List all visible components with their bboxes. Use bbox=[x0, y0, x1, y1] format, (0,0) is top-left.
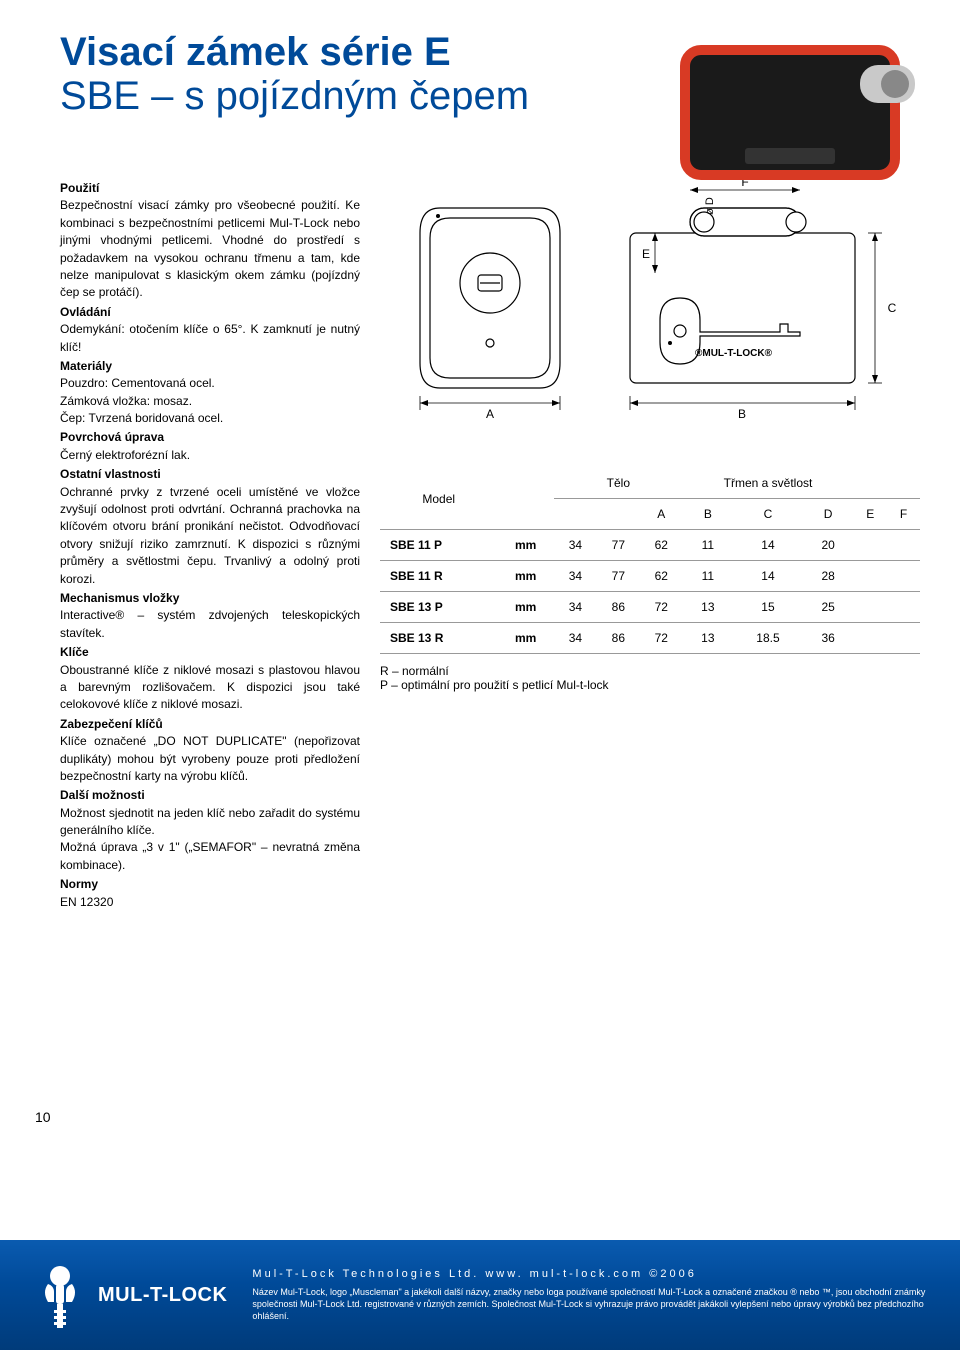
section-body: Možná úprava „3 v 1" („SEMAFOR" – nevrat… bbox=[60, 839, 360, 874]
spec-table: Model Tělo Třmen a světlost ABCDEF SBE 1… bbox=[380, 468, 920, 654]
footer-line1: Mul-T-Lock Technologies Ltd. www. mul-t-… bbox=[252, 1267, 930, 1282]
th-col: F bbox=[887, 499, 920, 530]
section-title: Normy bbox=[60, 876, 360, 893]
th-body: Tělo bbox=[554, 468, 683, 499]
th-col: B bbox=[683, 499, 733, 530]
cell-unit: mm bbox=[497, 592, 553, 623]
spec-text-column: PoužitíBezpečnostní visací zámky pro vše… bbox=[60, 178, 360, 911]
cell-value: 13 bbox=[683, 623, 733, 654]
section-title: Ostatní vlastnosti bbox=[60, 466, 360, 483]
cell-value: 34 bbox=[554, 530, 597, 561]
table-row: SBE 11 Pmm347762111420 bbox=[380, 530, 920, 561]
cell-model: SBE 13 P bbox=[380, 592, 497, 623]
legend-R: R – normální bbox=[380, 664, 920, 678]
section-body: Ochranné prvky z tvrzené oceli umístěné … bbox=[60, 484, 360, 588]
cell-value: 13 bbox=[683, 592, 733, 623]
cell-value: 25 bbox=[803, 592, 853, 623]
diagram-label-E: E bbox=[642, 247, 650, 261]
section-title: Použití bbox=[60, 180, 360, 197]
legend-P: P – optimální pro použití s petlicí Mul-… bbox=[380, 678, 920, 692]
section-body: Klíče označené „DO NOT DUPLICATE" (nepoř… bbox=[60, 733, 360, 785]
cell-value: 34 bbox=[554, 561, 597, 592]
cell-value: 62 bbox=[640, 530, 683, 561]
section-title: Zabezpečení klíčů bbox=[60, 716, 360, 733]
cell-unit: mm bbox=[497, 530, 553, 561]
cell-model: SBE 11 P bbox=[380, 530, 497, 561]
section-body: Čep: Tvrzená boridovaná ocel. bbox=[60, 410, 360, 427]
cell-value: 86 bbox=[597, 592, 640, 623]
footer-line2: Název Mul-T-Lock, logo „Muscleman" a jak… bbox=[252, 1286, 930, 1322]
diagram-brand: ®MUL-T-LOCK® bbox=[695, 348, 773, 359]
cell-value: 72 bbox=[640, 592, 683, 623]
section-title: Povrchová úprava bbox=[60, 429, 360, 446]
section-body: Odemykání: otočením klíče o 65°. K zamkn… bbox=[60, 321, 360, 356]
cell-value: 86 bbox=[597, 623, 640, 654]
product-photo bbox=[660, 20, 920, 190]
section-body: Pouzdro: Cementovaná ocel. bbox=[60, 375, 360, 392]
section-body: EN 12320 bbox=[60, 894, 360, 911]
cell-value: 36 bbox=[803, 623, 853, 654]
section-title: Další možnosti bbox=[60, 787, 360, 804]
section-body: Interactive® – systém zdvojených telesko… bbox=[60, 607, 360, 642]
footer-brand: MUL-T-LOCK bbox=[98, 1284, 227, 1307]
cell-value: 77 bbox=[597, 561, 640, 592]
cell-value: 18.5 bbox=[733, 623, 803, 654]
diagram-label-D: ø D bbox=[704, 197, 716, 215]
diagram-label-B: B bbox=[738, 407, 746, 421]
section-body: Oboustranné klíče z niklové mosazi s pla… bbox=[60, 662, 360, 714]
section-body: Černý elektroforézní lak. bbox=[60, 447, 360, 464]
table-row: SBE 11 Rmm347762111428 bbox=[380, 561, 920, 592]
th-col: A bbox=[640, 499, 683, 530]
diagram-label-A: A bbox=[486, 407, 494, 421]
cell-value: 72 bbox=[640, 623, 683, 654]
cell-value: 11 bbox=[683, 530, 733, 561]
cell-value: 77 bbox=[597, 530, 640, 561]
cell-value: 62 bbox=[640, 561, 683, 592]
cell-value: 14 bbox=[733, 561, 803, 592]
table-row: SBE 13 Rmm3486721318.536 bbox=[380, 623, 920, 654]
diagram-label-C: C bbox=[888, 301, 897, 315]
th-col: C bbox=[733, 499, 803, 530]
section-body: Zámková vložka: mosaz. bbox=[60, 393, 360, 410]
cell-value: 34 bbox=[554, 623, 597, 654]
cell-value: 28 bbox=[803, 561, 853, 592]
section-title: Materiály bbox=[60, 358, 360, 375]
cell-model: SBE 13 R bbox=[380, 623, 497, 654]
cell-unit: mm bbox=[497, 561, 553, 592]
cell-value: 14 bbox=[733, 530, 803, 561]
cell-value: 34 bbox=[554, 592, 597, 623]
table-row: SBE 13 Pmm348672131525 bbox=[380, 592, 920, 623]
section-body: Možnost sjednotit na jeden klíč nebo zař… bbox=[60, 805, 360, 840]
th-shackle: Třmen a světlost bbox=[683, 468, 854, 499]
cell-unit: mm bbox=[497, 623, 553, 654]
th-model: Model bbox=[380, 468, 497, 530]
section-title: Ovládání bbox=[60, 304, 360, 321]
section-title: Mechanismus vložky bbox=[60, 590, 360, 607]
th-col: E bbox=[853, 499, 887, 530]
page-footer: MUL-T-LOCK Mul-T-Lock Technologies Ltd. … bbox=[0, 1240, 960, 1350]
section-title: Klíče bbox=[60, 644, 360, 661]
cell-value: 15 bbox=[733, 592, 803, 623]
cell-model: SBE 11 R bbox=[380, 561, 497, 592]
cell-value: 20 bbox=[803, 530, 853, 561]
section-body: Bezpečnostní visací zámky pro všeobecné … bbox=[60, 197, 360, 301]
cell-value: 11 bbox=[683, 561, 733, 592]
th-col: D bbox=[803, 499, 853, 530]
technical-diagram: A bbox=[380, 178, 920, 438]
table-legend: R – normální P – optimální pro použití s… bbox=[380, 664, 920, 692]
footer-logo: MUL-T-LOCK bbox=[30, 1258, 227, 1333]
page-number: 10 bbox=[35, 1109, 51, 1125]
